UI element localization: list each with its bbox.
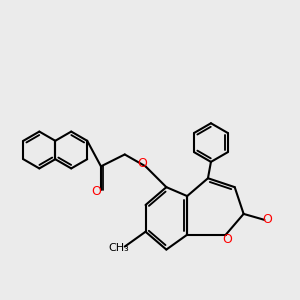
Text: CH₃: CH₃ [108, 243, 129, 253]
Text: O: O [262, 213, 272, 226]
Text: O: O [92, 185, 101, 198]
Text: O: O [138, 157, 148, 170]
Text: O: O [222, 233, 232, 246]
